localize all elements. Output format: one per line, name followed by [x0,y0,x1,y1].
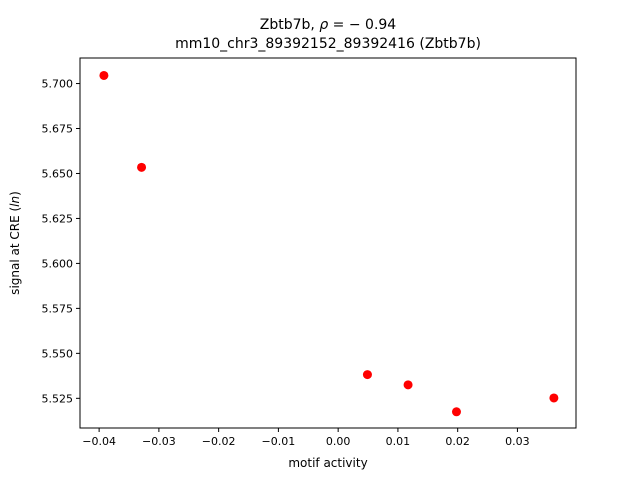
data-point [99,70,109,80]
plot-frame [79,57,577,429]
data-points [99,70,559,417]
x-tick-label: 0.01 [386,435,411,448]
x-tick-label: −0.04 [82,435,116,448]
x-tick-label: −0.01 [262,435,296,448]
y-tick-label: 5.550 [42,347,74,360]
x-tick-label: −0.03 [142,435,176,448]
data-point [451,407,461,417]
x-tick-label: 0.03 [505,435,530,448]
y-tick-label: 5.700 [42,78,74,91]
y-tick-label: 5.600 [42,257,74,270]
y-tick-label: 5.575 [42,302,74,315]
x-tick-label: 0.02 [445,435,470,448]
x-axis: −0.04 −0.03 −0.02 −0.01 0.00 0.01 0.02 0.03 [82,428,530,448]
x-tick-label: 0.00 [326,435,351,448]
y-axis: 5.525 5.550 5.575 5.600 5.625 5.650 5.675 5.700 [42,78,80,405]
data-point [549,393,559,403]
data-point [137,162,147,172]
chart-title-line1: Zbtb7b, ρ = − 0.94 [260,17,397,33]
y-axis-label: signal at CRE (ln) [8,191,22,295]
y-tick-label: 5.650 [42,167,74,180]
data-point [362,370,372,380]
y-tick-label: 5.625 [42,212,74,225]
data-point [403,380,413,390]
y-tick-label: 5.525 [42,392,74,405]
x-axis-label: motif activity [288,456,367,470]
chart-title-line2: mm10_chr3_89392152_89392416 (Zbtb7b) [175,36,481,52]
x-tick-label: −0.02 [202,435,236,448]
y-tick-label: 5.675 [42,123,74,136]
